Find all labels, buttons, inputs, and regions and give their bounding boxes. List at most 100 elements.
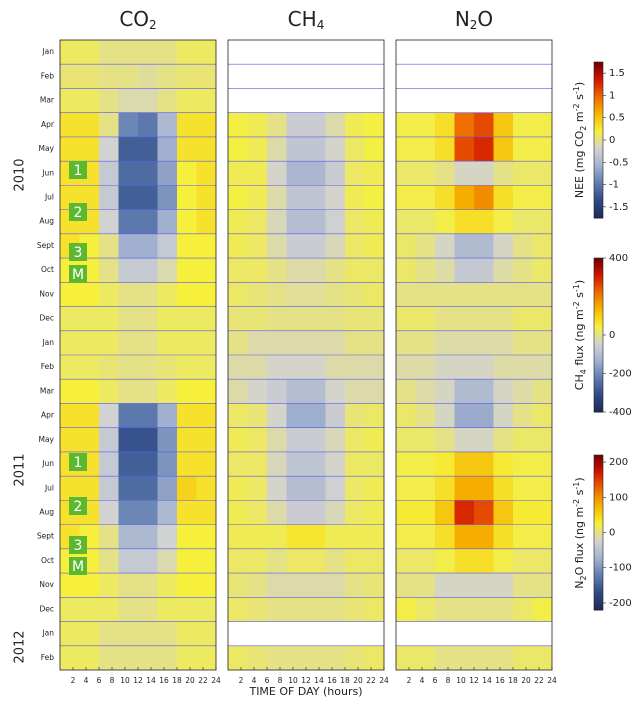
heatmap-cell bbox=[532, 379, 552, 404]
heatmap-cell bbox=[474, 112, 494, 137]
heatmap-cell bbox=[325, 209, 345, 234]
annotation-label: 1 bbox=[74, 163, 83, 179]
heatmap-cell bbox=[454, 136, 474, 162]
heatmap-cell bbox=[396, 476, 416, 501]
heatmap-cell bbox=[196, 64, 216, 89]
heatmap-cell bbox=[196, 40, 216, 65]
heatmap-cell bbox=[267, 548, 287, 574]
heatmap-cell bbox=[118, 64, 138, 89]
colorbar-swatch bbox=[594, 352, 603, 357]
colorbar-swatch bbox=[594, 404, 603, 408]
heatmap-cell bbox=[325, 185, 345, 210]
heatmap-cell bbox=[364, 112, 384, 137]
heatmap-cell bbox=[177, 209, 197, 234]
heatmap-cell bbox=[99, 524, 119, 549]
heatmap-cell bbox=[396, 112, 416, 137]
heatmap-cell bbox=[396, 330, 416, 355]
heatmap-cell bbox=[306, 161, 326, 186]
colorbar-swatch bbox=[594, 568, 603, 572]
heatmap-cell bbox=[513, 476, 533, 501]
heatmap-cell bbox=[177, 573, 197, 598]
heatmap-cell bbox=[157, 597, 177, 622]
month-label: Aug bbox=[39, 217, 54, 226]
heatmap-cell bbox=[157, 548, 177, 574]
annotation-box bbox=[69, 265, 87, 283]
month-label: Sept bbox=[37, 532, 54, 541]
heatmap-cell bbox=[286, 355, 306, 380]
heatmap-cell bbox=[79, 621, 99, 646]
heatmap-cell bbox=[306, 524, 326, 549]
heatmap-cell bbox=[196, 330, 216, 355]
heatmap-cell bbox=[435, 112, 455, 137]
heatmap-cell bbox=[118, 573, 138, 598]
heatmap-cell bbox=[157, 403, 177, 428]
heatmap-cell bbox=[267, 330, 287, 355]
heatmap-cell bbox=[196, 645, 216, 670]
colorbar-swatch bbox=[594, 604, 603, 608]
annotation-box bbox=[69, 161, 87, 179]
heatmap-cell bbox=[267, 524, 287, 549]
colorbar-swatch bbox=[594, 465, 603, 469]
heatmap-cell bbox=[345, 306, 365, 331]
heatmap-cell bbox=[474, 306, 494, 331]
colorbar-swatch bbox=[594, 129, 603, 133]
colorbar-swatch bbox=[594, 194, 603, 198]
heatmap-cell bbox=[157, 112, 177, 137]
colorbar-swatch bbox=[594, 314, 603, 318]
heatmap-cell bbox=[60, 403, 80, 428]
colorbar-swatch bbox=[594, 473, 603, 477]
month-label: May bbox=[38, 144, 54, 153]
x-tick-label: 12 bbox=[469, 676, 479, 685]
heatmap-cell bbox=[415, 136, 435, 162]
colorbar-swatch bbox=[594, 478, 603, 482]
colorbar-swatch bbox=[594, 205, 603, 209]
heatmap-cell bbox=[196, 597, 216, 622]
heatmap-cell bbox=[118, 476, 138, 501]
colorbar-swatch bbox=[594, 381, 603, 385]
heatmap-cell bbox=[267, 136, 287, 162]
heatmap-cell bbox=[99, 355, 119, 380]
colorbar-swatch bbox=[594, 511, 603, 515]
colorbar-swatch bbox=[594, 189, 603, 193]
heatmap-cell bbox=[532, 524, 552, 549]
heatmap-cell bbox=[196, 500, 216, 525]
heatmap-cell bbox=[99, 209, 119, 234]
colorbar-tick-label: -200 bbox=[609, 598, 632, 609]
heatmap-cell bbox=[435, 355, 455, 380]
heatmap-cell bbox=[99, 645, 119, 670]
heatmap-cell bbox=[228, 282, 248, 307]
heatmap-cell bbox=[99, 88, 119, 113]
heatmap-cell bbox=[454, 476, 474, 501]
heatmap-cell bbox=[228, 500, 248, 525]
colorbar-swatch bbox=[594, 75, 603, 79]
colorbar-swatch bbox=[594, 540, 603, 544]
heatmap-cell bbox=[228, 112, 248, 137]
heatmap-cell bbox=[325, 645, 345, 670]
heatmap-cell bbox=[247, 379, 267, 404]
heatmap-cell bbox=[325, 258, 345, 283]
x-tick-label: 2 bbox=[407, 676, 412, 685]
heatmap-cell bbox=[474, 209, 494, 234]
colorbar-swatch bbox=[594, 581, 603, 585]
heatmap-cell bbox=[79, 306, 99, 331]
colorbar-swatch bbox=[594, 409, 603, 413]
heatmap-cell bbox=[286, 112, 306, 137]
colorbar-swatch bbox=[594, 278, 603, 282]
heatmap-cell bbox=[474, 233, 494, 259]
heatmap-cell bbox=[415, 185, 435, 210]
annotation-box bbox=[69, 557, 87, 575]
heatmap-cell bbox=[196, 185, 216, 210]
heatmap-cell bbox=[415, 233, 435, 259]
heatmap-cell bbox=[99, 112, 119, 137]
heatmap-cell bbox=[306, 548, 326, 574]
heatmap-cell bbox=[415, 355, 435, 380]
heatmap-cell bbox=[364, 597, 384, 622]
heatmap-cell bbox=[306, 500, 326, 525]
heatmap-cell bbox=[513, 306, 533, 331]
colorbar-swatch bbox=[594, 519, 603, 523]
heatmap-cell bbox=[345, 282, 365, 307]
heatmap-cell bbox=[138, 379, 158, 404]
heatmap-cell bbox=[247, 403, 267, 428]
heatmap-cell bbox=[118, 282, 138, 307]
x-tick-label: 22 bbox=[534, 676, 544, 685]
